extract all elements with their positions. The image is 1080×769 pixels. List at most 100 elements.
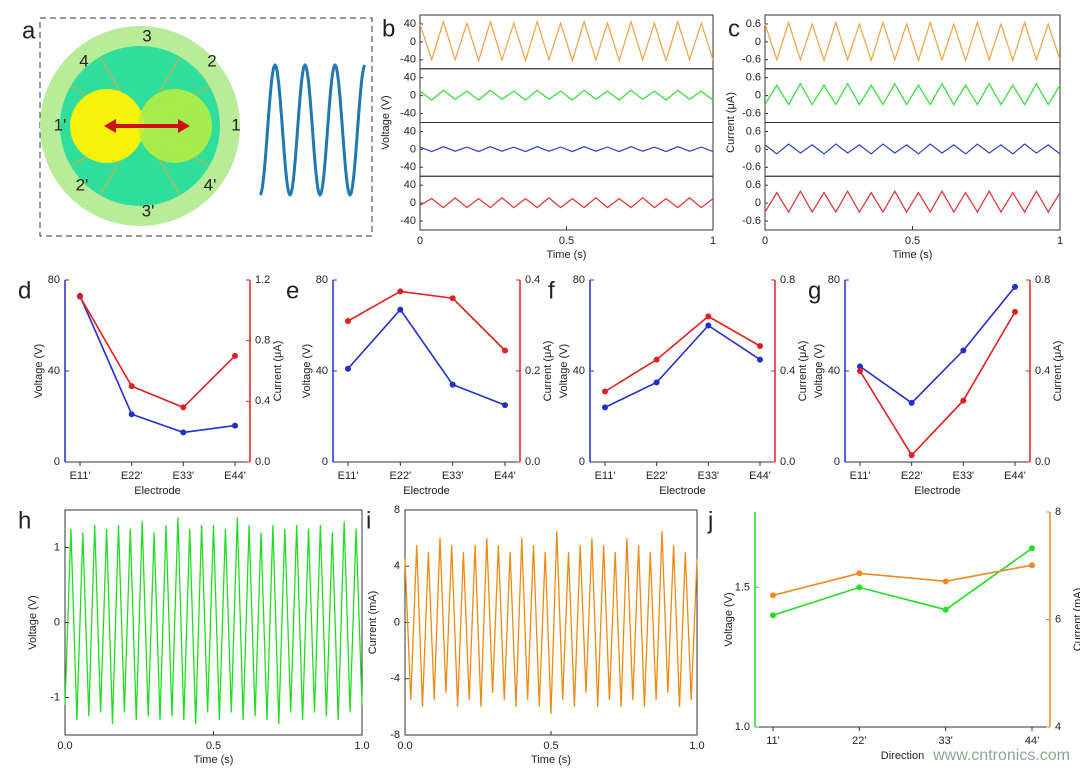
y-tick-label: -40 [400, 107, 416, 119]
x-tick-label: 22' [852, 735, 866, 747]
y-tick-label: -40 [400, 54, 416, 66]
y2-tick-label: 8 [1055, 506, 1061, 518]
data-point [770, 612, 776, 619]
series-line [79, 295, 236, 434]
x-tick-label: E33' [697, 470, 719, 482]
y-tick-label: 40 [828, 365, 840, 377]
y-axis-label: Voltage (V) [301, 344, 313, 398]
data-point [1029, 545, 1035, 552]
y2-tick-label: 0.0 [255, 456, 270, 468]
series-line [764, 189, 1061, 214]
y-tick-label: 0 [755, 90, 761, 102]
data-point [602, 388, 608, 395]
y2-tick-label: 0.8 [780, 274, 795, 286]
x-tick-label: E44' [1004, 470, 1026, 482]
y-tick-label: 8 [394, 504, 400, 516]
y2-tick-label: 0.4 [1035, 365, 1050, 377]
y-tick-label: 1.0 [735, 721, 750, 733]
data-point [345, 317, 351, 324]
series-line [764, 143, 1061, 155]
x-axis-label: Time (s) [547, 249, 587, 261]
x-axis-label: Electrode [134, 485, 180, 497]
y-axis-label: Voltage (V) [27, 595, 39, 649]
y2-tick-label: 0.4 [525, 274, 540, 286]
dashed-frame [39, 17, 373, 237]
x-tick-label: E11' [595, 470, 616, 482]
y-axis-label: Current (μA) [1052, 341, 1064, 402]
y-tick-label: -4 [390, 673, 400, 685]
y-tick-label: -0.6 [742, 54, 761, 66]
y-axis-label: Current (μA) [272, 341, 284, 402]
data-point [857, 363, 863, 370]
data-point [128, 383, 135, 390]
panel-label: b [382, 15, 395, 42]
data-point [1012, 308, 1018, 315]
data-point [232, 352, 238, 359]
series-line [604, 315, 761, 393]
data-point [653, 379, 660, 386]
x-tick-label: 0.0 [397, 740, 412, 752]
x-tick-label: E44' [494, 470, 516, 482]
data-point [705, 313, 712, 320]
watermark: www.cntronics.com [932, 747, 1070, 764]
x-tick-label: E22' [389, 470, 411, 482]
y-tick-label: 0.6 [746, 179, 761, 191]
series-line [859, 286, 1016, 404]
data-point [960, 397, 967, 404]
y-axis-label: Voltage (V) [813, 344, 825, 398]
y-axis-label: Current (mA) [1072, 588, 1080, 652]
panel-label: e [286, 277, 299, 304]
data-point [857, 368, 863, 374]
series-line [772, 547, 1033, 617]
series-line [419, 89, 714, 101]
y-tick-label: 40 [404, 72, 416, 84]
y-tick-label: 40 [404, 125, 416, 137]
segment-label: 4' [204, 175, 217, 194]
y-tick-label: -8 [390, 729, 400, 741]
x-tick-label: 0.5 [543, 740, 558, 752]
y2-tick-label: 6 [1055, 613, 1061, 625]
series-line [772, 564, 1033, 597]
y-tick-label: 1.5 [735, 581, 750, 593]
y2-tick-label: 0.8 [1035, 274, 1050, 286]
data-point [232, 422, 238, 429]
series-line [347, 290, 506, 352]
y-tick-label: 4 [394, 560, 400, 572]
data-point [397, 288, 404, 295]
y-tick-label: -0.6 [742, 161, 761, 173]
y2-tick-label: 0.0 [1035, 456, 1050, 468]
data-point [449, 381, 456, 388]
series-line [764, 82, 1061, 106]
data-point [770, 592, 776, 599]
y2-tick-label: 0.8 [255, 335, 270, 347]
y2-tick-label: 1.2 [255, 274, 270, 286]
x-tick-label: E44' [224, 470, 246, 482]
x-axis-label: Electrode [659, 485, 705, 497]
segment-label: 3' [142, 201, 155, 220]
y-tick-label: 0 [410, 36, 416, 48]
segment-label: 4 [79, 51, 88, 70]
x-tick-label: 0.5 [905, 235, 920, 247]
y-tick-label: 0 [54, 616, 60, 628]
segment-label: 3 [142, 26, 151, 45]
y-tick-label: 0 [755, 36, 761, 48]
y-axis-label: Current (mA) [367, 591, 379, 655]
x-tick-label: E44' [749, 470, 771, 482]
x-tick-label: 1.0 [689, 740, 704, 752]
panel-label: d [18, 277, 31, 304]
y-tick-label: 0.6 [746, 125, 761, 137]
data-point [1012, 283, 1018, 290]
data-point [180, 429, 187, 436]
sine-wave [258, 63, 367, 197]
y-tick-label: 0 [410, 143, 416, 155]
data-point [449, 295, 456, 302]
data-point [502, 402, 508, 409]
data-point [1029, 562, 1035, 569]
data-point [653, 356, 660, 363]
x-tick-label: 33' [938, 735, 952, 747]
y-tick-label: 40 [48, 365, 60, 377]
x-tick-label: E22' [901, 470, 923, 482]
segment-label: 1 [231, 115, 240, 134]
y-tick-label: 40 [573, 365, 585, 377]
